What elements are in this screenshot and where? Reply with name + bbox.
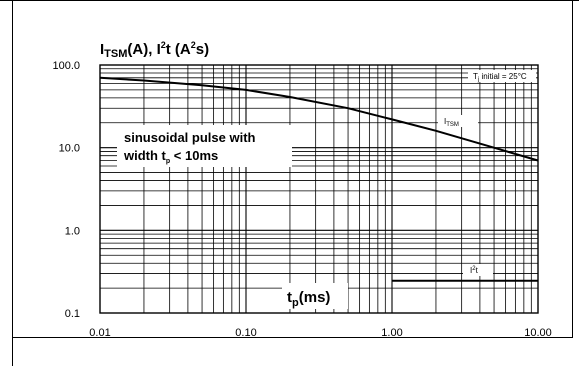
- itsm-series-label: ITSM: [444, 117, 459, 128]
- annotation-line-1: sinusoidal pulse with: [124, 130, 256, 145]
- x-axis-label-bg: [282, 283, 348, 309]
- y-tick-label: 0.1: [65, 308, 80, 320]
- i2t-series-label: I2t: [470, 266, 479, 275]
- frame-bottom-border: [12, 337, 573, 338]
- frame-right-border: [572, 0, 573, 338]
- frame-left-border: [12, 0, 13, 366]
- y-tick-label: 10.0: [59, 143, 80, 155]
- x-tick-label: 10.00: [524, 327, 552, 339]
- plot-area-border: [99, 64, 539, 314]
- x-tick-label: 1.00: [381, 327, 402, 339]
- y-tick-labels: 100.0 10.0 1.0 0.1: [52, 60, 80, 320]
- annotation-bg: [117, 125, 292, 167]
- x-tick-labels: 0.01 0.10 1.00 10.00: [89, 327, 551, 339]
- itsm-series-line: [99, 76, 539, 162]
- condition-label-bg: [468, 70, 536, 82]
- chart-title: ITSM(A), I2t (A2s): [100, 40, 209, 60]
- x-tick-label: 0.10: [235, 327, 256, 339]
- condition-label: Tj initial = 25°C: [473, 72, 527, 83]
- x-tick-label: 0.01: [89, 327, 110, 339]
- itsm-label-bg: [438, 115, 478, 127]
- i2t-label-bg: [463, 264, 493, 276]
- frame-top-border: [0, 0, 579, 1]
- y-tick-label: 1.0: [65, 225, 80, 237]
- series-group: [99, 76, 539, 282]
- x-axis-label: tp(ms): [287, 289, 330, 309]
- annotation-line-2: width tp < 10ms: [123, 148, 218, 165]
- y-tick-label: 100.0: [52, 60, 80, 72]
